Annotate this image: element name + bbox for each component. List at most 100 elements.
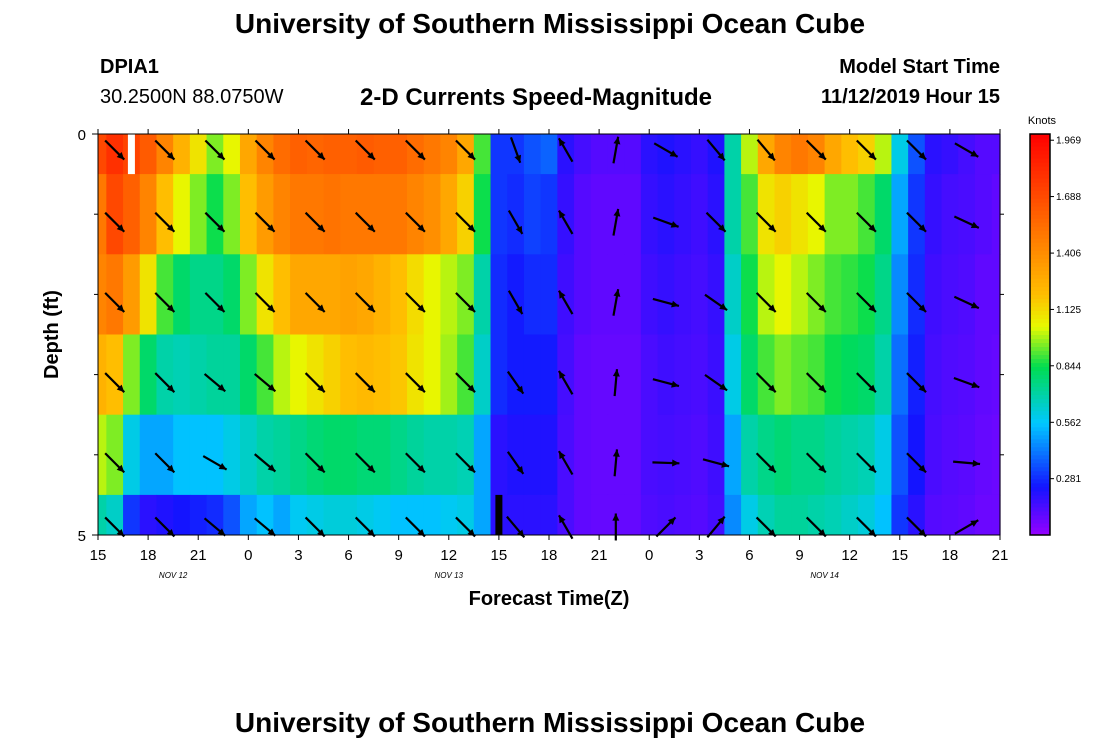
current-vector — [455, 452, 476, 474]
heatmap-cell — [373, 494, 391, 536]
current-vector — [253, 373, 277, 393]
heatmap-cell — [624, 494, 642, 536]
colorbar-segment — [1030, 318, 1050, 323]
heatmap-cell — [624, 174, 642, 255]
colorbar-segment — [1030, 426, 1050, 432]
heatmap-cell — [674, 494, 692, 536]
current-vector — [856, 292, 877, 313]
heatmap-cell — [507, 494, 525, 536]
current-vector — [954, 519, 979, 535]
heatmap-cell — [256, 414, 274, 496]
heatmap-cell — [657, 494, 675, 536]
colorbar-segment — [1030, 306, 1050, 311]
time-marker — [495, 494, 503, 535]
heatmap-cell — [156, 334, 174, 416]
day-label: NOV 12 — [159, 571, 188, 580]
heatmap-cell — [774, 254, 792, 335]
heatmap-cell — [323, 174, 341, 255]
heatmap-cell — [189, 254, 208, 335]
heatmap-cell — [540, 494, 558, 536]
current-vector — [104, 372, 126, 393]
current-vector — [953, 215, 980, 229]
heatmap-cell — [958, 334, 976, 416]
current-vector — [202, 455, 228, 471]
current-vector — [612, 208, 621, 236]
colorbar-segment — [1030, 286, 1050, 291]
heatmap-cell — [273, 174, 291, 255]
colorbar-segment — [1030, 210, 1050, 215]
current-vector — [653, 142, 679, 158]
heatmap-cell — [908, 494, 926, 536]
current-vector — [405, 452, 426, 474]
heatmap-cell — [574, 174, 592, 255]
day-label: NOV 14 — [810, 571, 839, 580]
heatmap-cell — [189, 134, 208, 175]
heatmap-cell — [908, 134, 926, 175]
data-markers — [127, 134, 503, 535]
heatmap-cell — [974, 174, 993, 255]
heatmap-cell — [724, 494, 742, 536]
heatmap-cell — [824, 414, 842, 496]
heatmap-cell — [791, 414, 809, 496]
colorbar-segment — [1030, 458, 1050, 464]
heatmap-cell — [724, 134, 742, 175]
heatmap-cell — [574, 254, 592, 335]
colorbar-segment — [1030, 146, 1050, 151]
heatmap-cell — [690, 494, 709, 536]
current-vector — [304, 372, 326, 393]
current-vector — [655, 516, 677, 538]
heatmap-cell — [657, 174, 675, 255]
heatmap-cell — [824, 254, 842, 335]
heatmap-cell — [256, 334, 274, 416]
current-vector — [805, 452, 827, 474]
heatmap-cell — [757, 414, 776, 496]
colorbar-segment — [1030, 242, 1050, 247]
heatmap-cell — [958, 414, 976, 496]
heatmap-cell — [858, 254, 876, 335]
model-start-value: 11/12/2019 Hour 15 — [820, 86, 1000, 108]
heatmap-cell — [507, 254, 525, 335]
current-vector — [154, 139, 176, 161]
colorbar-segment — [1030, 374, 1050, 380]
heatmap-cell — [423, 494, 442, 536]
heatmap-cell — [741, 494, 759, 536]
colorbar-segment — [1030, 470, 1050, 476]
current-vector — [203, 373, 226, 393]
heatmap-cell — [858, 174, 876, 255]
colorbar-segment — [1030, 490, 1050, 496]
heatmap-cell — [824, 174, 842, 255]
day-label: NOV 13 — [435, 571, 464, 580]
current-vector — [856, 211, 877, 233]
heatmap-cell — [407, 334, 425, 416]
heatmap-cell — [139, 174, 158, 255]
heatmap-cell — [891, 134, 909, 175]
heatmap-cell — [390, 414, 408, 496]
colorbar-segment — [1030, 410, 1050, 416]
current-vector — [354, 211, 376, 233]
heatmap-cell — [908, 334, 926, 416]
heatmap-cell — [841, 254, 859, 335]
current-vector — [612, 369, 620, 397]
current-vector — [557, 290, 574, 315]
colorbar-segment — [1030, 314, 1050, 319]
colorbar-segment — [1030, 338, 1050, 344]
colorbar-segment — [1030, 150, 1050, 155]
heatmap-cell — [757, 334, 776, 416]
current-vector — [856, 372, 877, 393]
colorbar-segment — [1030, 158, 1050, 163]
heatmap-cell — [640, 134, 659, 175]
current-vector — [612, 288, 621, 316]
heatmap-cell — [741, 334, 759, 416]
colorbar-segment — [1030, 514, 1050, 520]
colorbar-segment — [1030, 230, 1050, 235]
heatmap-cell — [724, 414, 742, 496]
colorbar-segment — [1030, 474, 1050, 480]
colorbar-segment — [1030, 366, 1050, 372]
current-vector — [557, 209, 574, 235]
colorbar-segment — [1030, 482, 1050, 488]
colorbar-segment — [1030, 478, 1050, 484]
heatmap-cell — [824, 494, 842, 536]
heatmap-cell — [206, 174, 224, 255]
heatmap-cell — [490, 174, 508, 255]
